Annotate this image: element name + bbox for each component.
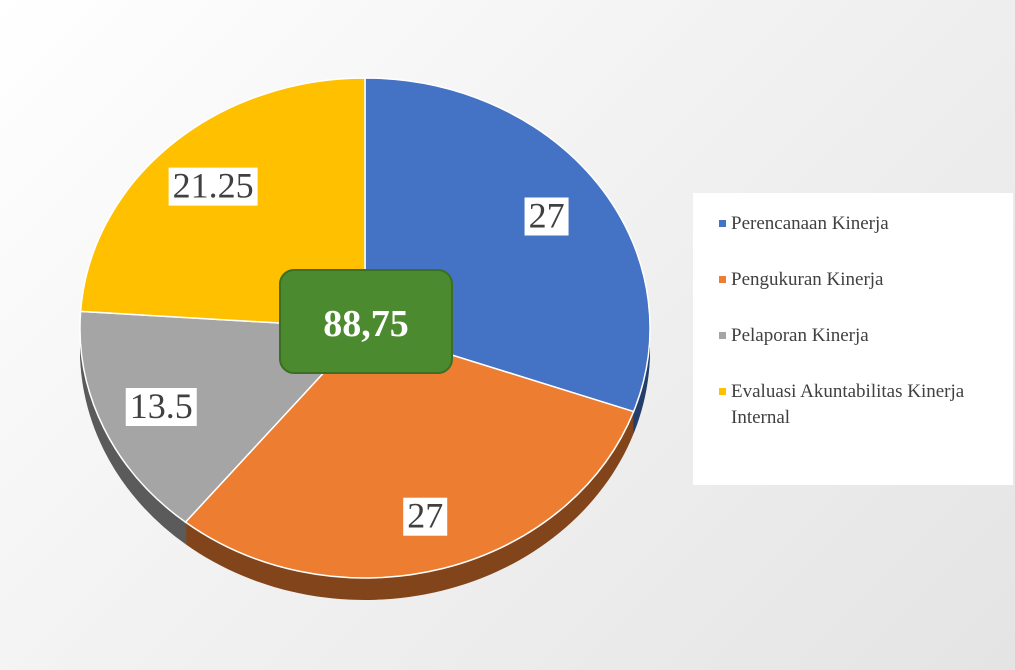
annotation: 88,75	[279, 269, 453, 374]
data-label-text: 27	[529, 195, 565, 235]
legend-label: Perencanaan Kinerja	[731, 213, 889, 234]
data-label-box	[125, 387, 197, 426]
data-label-box	[168, 167, 258, 206]
data-label-box	[403, 497, 448, 536]
data-label: 13.5	[125, 386, 197, 426]
slice	[184, 327, 635, 579]
legend: Perencanaan Kinerja Pengukuran Kinerja Pel…	[693, 193, 1013, 485]
data-label-text: 27	[407, 496, 443, 536]
legend-swatch	[719, 388, 726, 395]
data-label: 27	[524, 195, 569, 236]
legend-label: Evaluasi Akuntabilitas Kinerja Internal	[731, 381, 965, 428]
annotation-box	[279, 269, 453, 374]
data-label: 27	[403, 496, 448, 536]
data-label-text: 21.25	[173, 166, 254, 206]
data-label-box	[524, 197, 569, 236]
data-label: 21.25	[168, 166, 258, 206]
legend-label: Pelaporan Kinerja	[731, 325, 869, 346]
legend-label: Pengukuran Kinerja	[731, 269, 884, 290]
data-label-text: 13.5	[130, 386, 193, 426]
legend-swatch	[719, 220, 726, 227]
legend-entry: Perencanaan Kinerja	[719, 211, 999, 237]
legend-swatch	[719, 332, 726, 339]
legend-entry: Evaluasi Akuntabilitas Kinerja Internal	[719, 379, 999, 431]
legend-swatch	[719, 276, 726, 283]
annotation-text: 88,75	[323, 303, 409, 345]
legend-entry: Pengukuran Kinerja	[719, 267, 999, 293]
legend-entry: Pelaporan Kinerja	[719, 323, 999, 349]
